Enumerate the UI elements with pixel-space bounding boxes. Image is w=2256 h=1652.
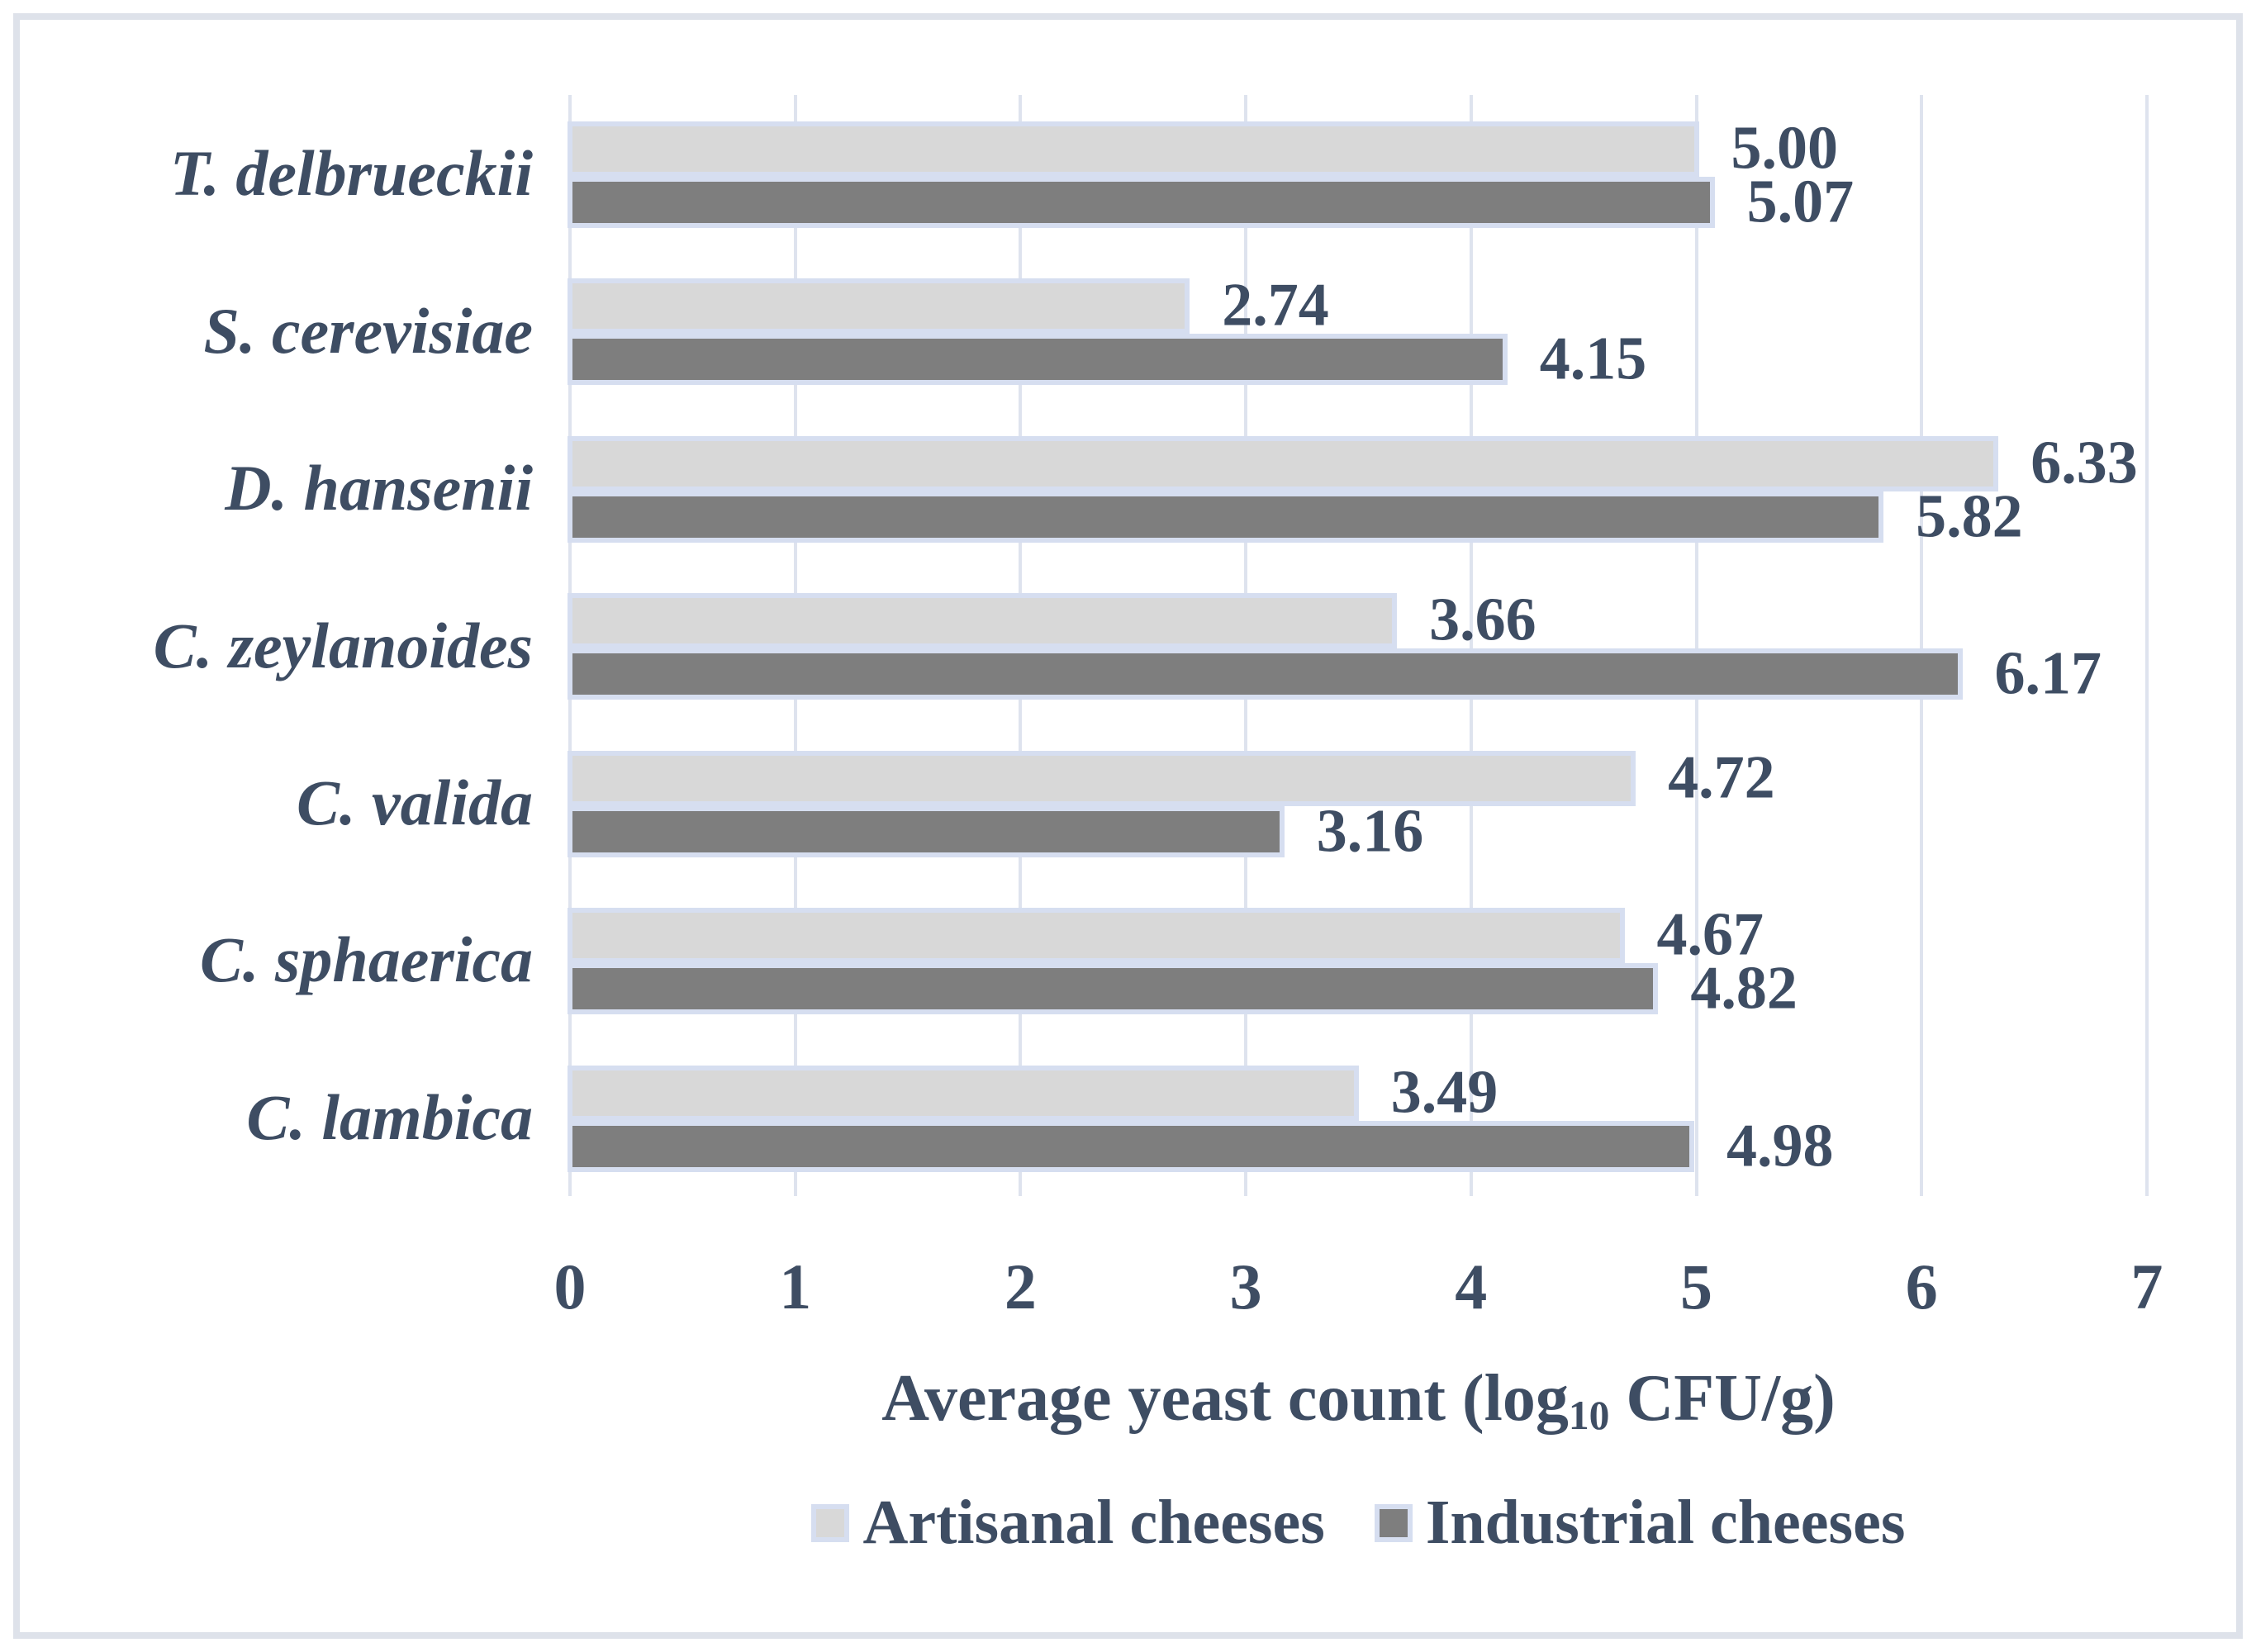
bar-value-label: 3.16	[1316, 797, 1424, 866]
category-label: D. hansenii	[225, 452, 533, 525]
bar-value-label: 4.72	[1668, 743, 1775, 812]
bar-value-label: 2.74	[1222, 271, 1329, 339]
x-axis-title-subscript: 10	[1568, 1392, 1610, 1438]
legend-item-industrial: Industrial cheeses	[1374, 1487, 1906, 1559]
bar-artisanal	[568, 1065, 1359, 1121]
bar-artisanal	[568, 908, 1625, 964]
chart-legend: Artisanal cheeses Industrial cheeses	[570, 1487, 2147, 1559]
bar-industrial	[568, 1120, 1695, 1172]
bar-artisanal	[568, 278, 1190, 335]
bar-industrial	[568, 334, 1508, 386]
category-label: C. zeylanoides	[153, 609, 533, 681]
bar-value-label: 4.15	[1539, 325, 1647, 393]
category-label: T. delbrueckii	[169, 137, 533, 210]
x-tick-label: 0	[553, 1251, 587, 1322]
x-tick-label: 2	[1004, 1251, 1037, 1322]
x-tick-label: 3	[1229, 1251, 1262, 1322]
bar-value-label: 4.67	[1656, 900, 1764, 969]
bar-value-label: 5.00	[1731, 114, 1839, 183]
legend-item-artisanal: Artisanal cheeses	[811, 1487, 1325, 1559]
legend-swatch-icon	[1374, 1503, 1413, 1542]
x-axis-title-text: Average yeast count (log	[881, 1362, 1569, 1435]
category-label: C. sphaerica	[199, 923, 533, 996]
bar-value-label: 3.66	[1429, 586, 1536, 654]
legend-swatch-icon	[811, 1503, 850, 1542]
bar-value-label: 3.49	[1390, 1058, 1498, 1127]
vertical-gridline	[1469, 95, 1473, 1196]
x-tick-label: 6	[1905, 1251, 1938, 1322]
x-tick-label: 1	[779, 1251, 812, 1322]
bar-value-label: 4.82	[1690, 954, 1798, 1023]
bar-artisanal	[568, 121, 1699, 177]
bar-value-label: 6.33	[2030, 429, 2138, 497]
bar-industrial	[568, 805, 1285, 857]
vertical-gridline	[2144, 95, 2149, 1196]
x-axis-title: Average yeast count (log10 CFU/g)	[570, 1361, 2147, 1438]
bar-artisanal	[568, 750, 1636, 806]
vertical-gridline	[1694, 95, 1698, 1196]
bar-value-label: 5.82	[1916, 482, 2023, 551]
bar-artisanal	[568, 435, 1999, 491]
legend-label: Artisanal cheeses	[862, 1488, 1325, 1557]
bar-value-label: 5.07	[1746, 168, 1855, 236]
bar-value-label: 4.98	[1726, 1112, 1834, 1180]
x-tick-label: 4	[1455, 1251, 1488, 1322]
bar-industrial	[568, 963, 1659, 1015]
legend-label: Industrial cheeses	[1425, 1488, 1906, 1557]
vertical-gridline	[1920, 95, 1924, 1196]
x-tick-label: 5	[1680, 1251, 1712, 1322]
category-label: S. cerevisiae	[203, 294, 533, 367]
bar-value-label: 6.17	[1994, 639, 2102, 708]
bar-industrial	[568, 648, 1963, 700]
bar-industrial	[568, 177, 1715, 228]
category-label: C. valida	[297, 766, 533, 838]
bar-industrial	[568, 491, 1884, 543]
x-axis-title-text: CFU/g)	[1609, 1362, 1836, 1435]
bar-artisanal	[568, 593, 1398, 649]
x-tick-label: 7	[2130, 1251, 2163, 1322]
category-label: C. lambica	[246, 1080, 533, 1153]
